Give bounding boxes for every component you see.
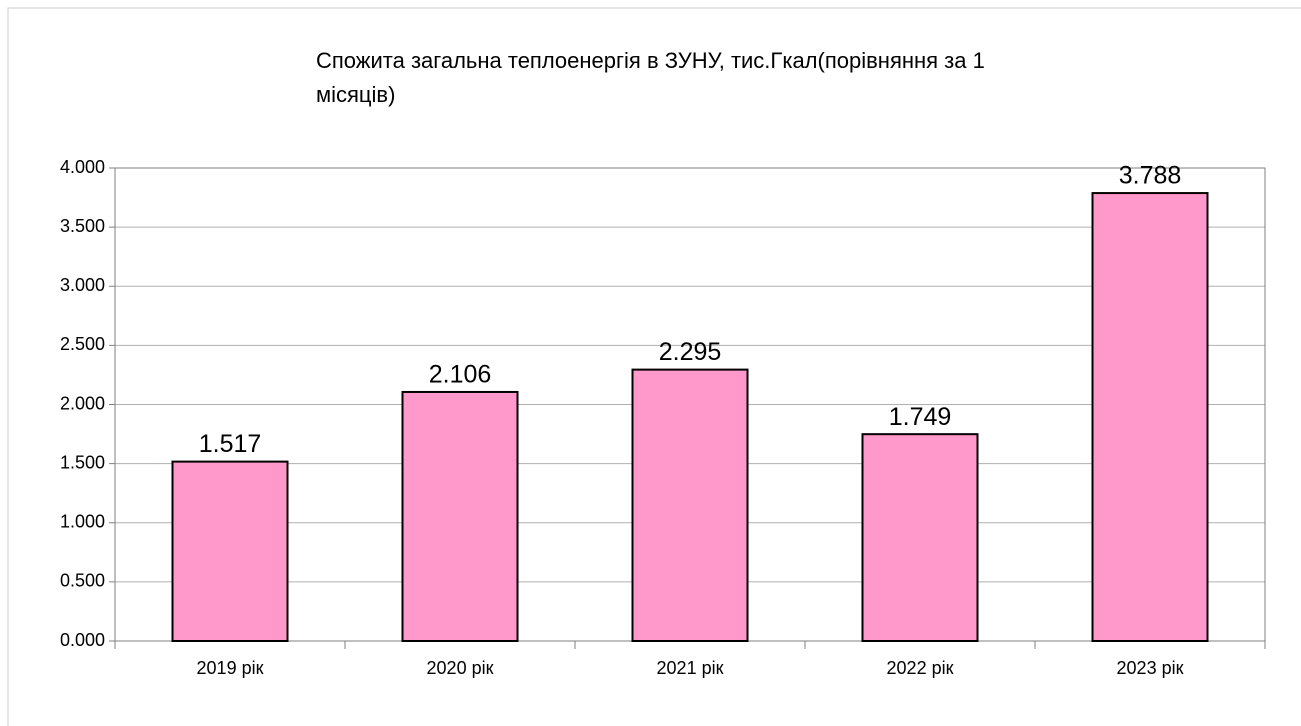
value-label: 1.749 bbox=[889, 403, 952, 431]
bar bbox=[1091, 192, 1209, 642]
x-tick-label: 2022 рік bbox=[887, 658, 954, 678]
x-tick-label: 2021 рік bbox=[657, 658, 724, 678]
bar bbox=[171, 460, 289, 642]
y-tick-label: 3.500 bbox=[60, 216, 105, 236]
x-tick-label: 2023 рік bbox=[1117, 658, 1184, 678]
y-tick-label: 2.000 bbox=[60, 393, 105, 413]
value-label: 3.788 bbox=[1119, 162, 1182, 190]
y-tick-label: 3.000 bbox=[60, 275, 105, 295]
y-tick-label: 1.000 bbox=[60, 512, 105, 532]
y-tick-label: 0.500 bbox=[60, 571, 105, 591]
x-tick-label: 2019 рік bbox=[197, 658, 264, 678]
value-label: 2.295 bbox=[659, 338, 722, 366]
value-label: 1.517 bbox=[199, 430, 262, 458]
frame bbox=[7, 7, 1301, 726]
chart-title: місяців) bbox=[316, 82, 395, 107]
y-tick-label: 0.000 bbox=[60, 630, 105, 650]
x-tick-label: 2020 рік bbox=[427, 658, 494, 678]
y-tick-label: 2.500 bbox=[60, 334, 105, 354]
y-tick-label: 1.500 bbox=[60, 452, 105, 472]
chart-title: Спожита загальна теплоенергія в ЗУНУ, ти… bbox=[316, 48, 985, 73]
y-tick-label: 4.000 bbox=[60, 157, 105, 177]
bar bbox=[861, 433, 979, 642]
bar bbox=[631, 368, 749, 642]
value-label: 2.106 bbox=[429, 361, 492, 389]
bar bbox=[401, 390, 519, 643]
